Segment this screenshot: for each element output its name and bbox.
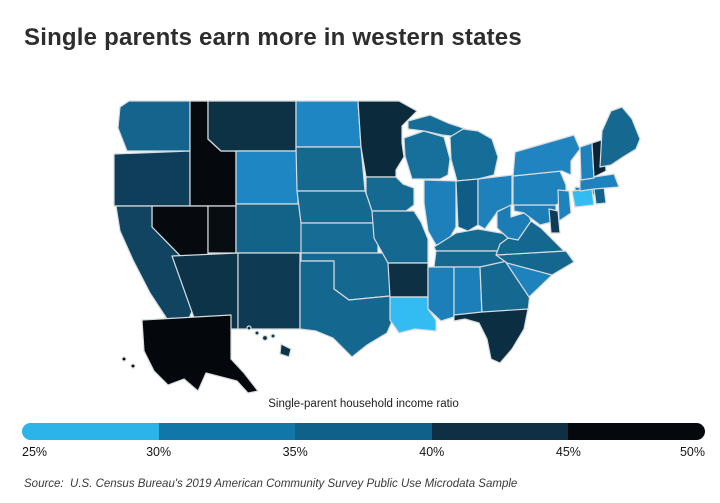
state-ut[interactable] xyxy=(207,205,237,254)
legend-segment-40-45 xyxy=(431,423,569,440)
state-hi[interactable] xyxy=(279,343,292,358)
state-ga[interactable] xyxy=(479,260,531,314)
state-ms[interactable] xyxy=(427,266,455,322)
state-tx[interactable] xyxy=(299,260,394,358)
state-nj[interactable] xyxy=(557,189,572,222)
state-me[interactable] xyxy=(599,106,641,168)
legend-tick-45: 45% xyxy=(555,445,581,459)
chart-title: Single parents earn more in western stat… xyxy=(24,24,522,51)
state-fl[interactable] xyxy=(453,308,529,364)
state-vt[interactable] xyxy=(579,142,595,181)
state-co[interactable] xyxy=(235,203,303,254)
state-ks[interactable] xyxy=(300,222,379,254)
legend-segment-35-40 xyxy=(295,423,432,440)
state-mi[interactable] xyxy=(449,128,499,182)
state-wa[interactable] xyxy=(117,100,191,152)
legend-tick-35: 35% xyxy=(282,445,308,459)
state-hi-island[interactable] xyxy=(261,334,269,342)
state-mn[interactable] xyxy=(357,100,418,178)
state-wv[interactable] xyxy=(496,204,532,241)
state-ri[interactable] xyxy=(593,186,607,205)
legend-tick-30: 30% xyxy=(146,445,172,459)
state-nm[interactable] xyxy=(237,252,301,330)
legend-title: Single-parent household income ratio xyxy=(268,398,459,410)
source-note: Source: U.S. Census Bureau's 2019 Americ… xyxy=(24,478,518,490)
state-ak-island[interactable] xyxy=(130,363,136,369)
legend-tick-50: 50% xyxy=(679,445,705,459)
state-hi-island[interactable] xyxy=(254,330,260,336)
state-de[interactable] xyxy=(548,208,561,234)
state-ak[interactable] xyxy=(141,314,259,394)
state-hi-island[interactable] xyxy=(270,333,276,339)
state-ar[interactable] xyxy=(387,262,429,298)
state-sd[interactable] xyxy=(295,146,366,192)
legend-segment-25-30 xyxy=(22,423,159,440)
state-ne[interactable] xyxy=(296,190,377,224)
state-ny[interactable] xyxy=(512,134,581,177)
legend-segment-30-35 xyxy=(158,423,296,440)
state-wy[interactable] xyxy=(235,150,299,205)
state-mt[interactable] xyxy=(207,100,297,152)
legend-color-bar xyxy=(22,423,705,440)
legend-tick-40: 40% xyxy=(419,445,445,459)
legend-tick-25: 25% xyxy=(22,445,48,459)
state-or[interactable] xyxy=(113,150,191,207)
state-il[interactable] xyxy=(423,179,457,246)
state-mo[interactable] xyxy=(371,210,429,264)
state-ct[interactable] xyxy=(571,188,595,208)
legend-ticks: 25% 30% 35% 40% 45% 50% xyxy=(22,445,705,461)
legend-segment-45-50 xyxy=(568,423,705,440)
state-ak-island[interactable] xyxy=(121,356,127,362)
state-hi-island[interactable] xyxy=(246,325,252,331)
state-in[interactable] xyxy=(455,178,479,232)
state-al[interactable] xyxy=(453,266,483,318)
state-ia[interactable] xyxy=(365,176,415,212)
state-wi[interactable] xyxy=(403,130,451,180)
state-nd[interactable] xyxy=(295,100,362,148)
